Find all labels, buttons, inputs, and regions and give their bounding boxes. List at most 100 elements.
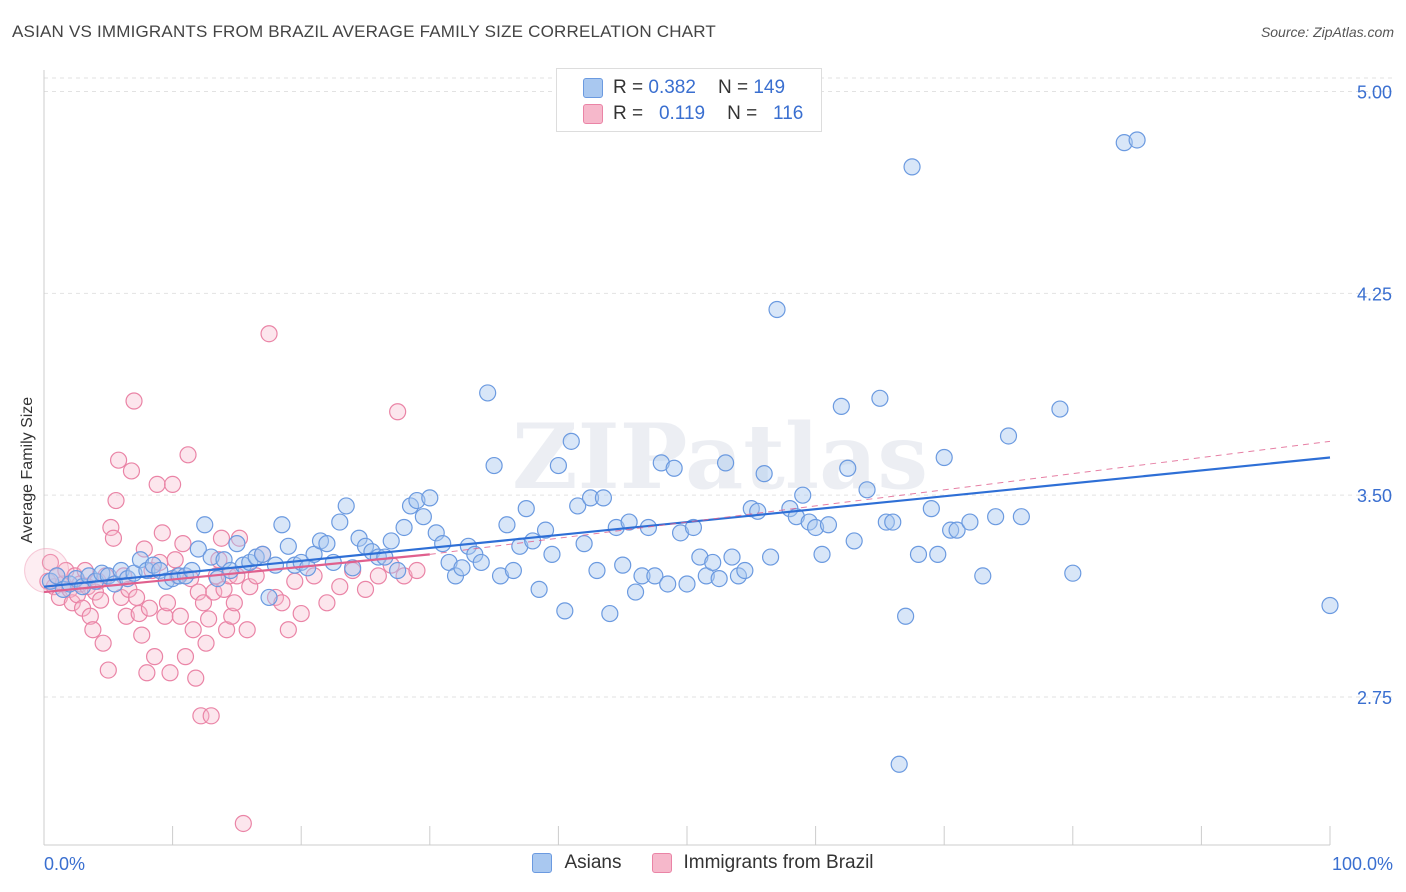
asian-point (562, 432, 580, 450)
brazil-point (356, 580, 375, 598)
asian-point (1012, 508, 1030, 526)
asian-point (479, 384, 497, 402)
asian-point (504, 561, 522, 580)
y-tick-label: 2.75 (1357, 688, 1392, 708)
asian-point (524, 532, 542, 550)
brazil-point (171, 607, 189, 625)
legend-swatch-pink (583, 104, 603, 124)
legend-r-value: 0.382 (648, 77, 696, 98)
legend-r-label: R = (613, 77, 644, 98)
asian-point (408, 491, 426, 510)
legend-n-label: N = (727, 103, 758, 124)
brazil-point (109, 451, 128, 469)
legend-swatch-blue (583, 78, 603, 98)
asian-point (260, 588, 278, 607)
asian-point (633, 567, 651, 585)
brazil-point (223, 607, 241, 625)
asian-point (530, 580, 548, 598)
asian-point (909, 545, 928, 563)
y-tick-label: 3.50 (1357, 486, 1392, 506)
legend-item-brazil[interactable]: Immigrants from Brazil (651, 852, 874, 874)
legend-n-value: 116 (773, 103, 804, 124)
asian-point (646, 567, 664, 585)
asian-point (614, 556, 632, 574)
asian-point (1321, 596, 1339, 615)
asian-point (787, 508, 805, 526)
asian-point (678, 575, 696, 593)
brazil-point (148, 475, 166, 494)
asian-point (884, 513, 902, 531)
asian-point (594, 489, 613, 507)
series-legend: Asians Immigrants from Brazil (0, 852, 1406, 874)
brazil-point (140, 599, 159, 617)
brazil-point (273, 594, 291, 612)
brazil-point (135, 540, 153, 558)
asian-point (659, 575, 677, 593)
brazil-point (331, 578, 349, 596)
asian-point (414, 508, 432, 526)
asian-point (749, 502, 767, 520)
asian-point (331, 513, 349, 531)
asian-point (794, 486, 812, 504)
asian-point (671, 524, 690, 542)
asian-point (736, 561, 754, 580)
brazil-point (99, 661, 117, 679)
asian-point (498, 516, 516, 534)
brazil-point (286, 572, 304, 590)
asian-point (819, 516, 838, 534)
y-axis-label: Average Family Size (19, 396, 36, 544)
asian-point (273, 516, 291, 534)
brazil-point (102, 518, 120, 537)
brazil-point (138, 664, 156, 682)
asian-point (318, 535, 336, 553)
asian-point (652, 454, 670, 472)
legend-swatch-blue (532, 853, 553, 873)
brazil-point (145, 648, 164, 666)
brazil-point (176, 648, 195, 666)
brazil-point (197, 634, 215, 652)
asian-point (626, 583, 645, 601)
asian-point (279, 537, 297, 555)
asian-point (871, 389, 889, 407)
asian-point (1051, 400, 1069, 418)
asian-point (723, 548, 741, 566)
asian-point (543, 545, 561, 563)
y-tick-label: 5.00 (1357, 83, 1392, 103)
asian-point (556, 602, 574, 620)
brazil-point (153, 524, 171, 542)
asian-point (935, 448, 953, 467)
asian-point (472, 553, 490, 572)
brazil-point (91, 591, 110, 609)
asian-point (581, 489, 600, 507)
brazil-point (212, 529, 231, 547)
brazil-point (81, 607, 99, 625)
brazil-point (166, 551, 184, 569)
legend-item-asians[interactable]: Asians (532, 852, 622, 874)
asian-point (942, 521, 960, 539)
asian-point (382, 532, 400, 550)
asian-point (395, 518, 413, 537)
brazil-point (158, 594, 177, 612)
brazil-point (107, 491, 125, 510)
asian-point (890, 755, 908, 773)
source-note: Source: ZipAtlas.com (1260, 24, 1394, 40)
brazil-point (225, 594, 243, 612)
asian-point (620, 513, 638, 531)
brazil-point (241, 578, 259, 596)
asian-point (929, 545, 947, 563)
legend-swatch-pink (651, 853, 672, 873)
asian-point (491, 567, 510, 585)
brazil-trend-extension (429, 440, 1331, 555)
brazil-point (194, 594, 213, 612)
brazil-point (260, 325, 278, 343)
asian-point (710, 569, 728, 588)
asian-point (549, 456, 568, 475)
asian-point (453, 559, 471, 577)
asian-point (1115, 134, 1133, 152)
y-tick-label: 4.25 (1357, 284, 1392, 304)
asian-point (434, 535, 452, 553)
legend-r-label: R = (613, 103, 644, 124)
chart-title: ASIAN VS IMMIGRANTS FROM BRAZIL AVERAGE … (12, 22, 716, 41)
asian-point (131, 551, 150, 569)
